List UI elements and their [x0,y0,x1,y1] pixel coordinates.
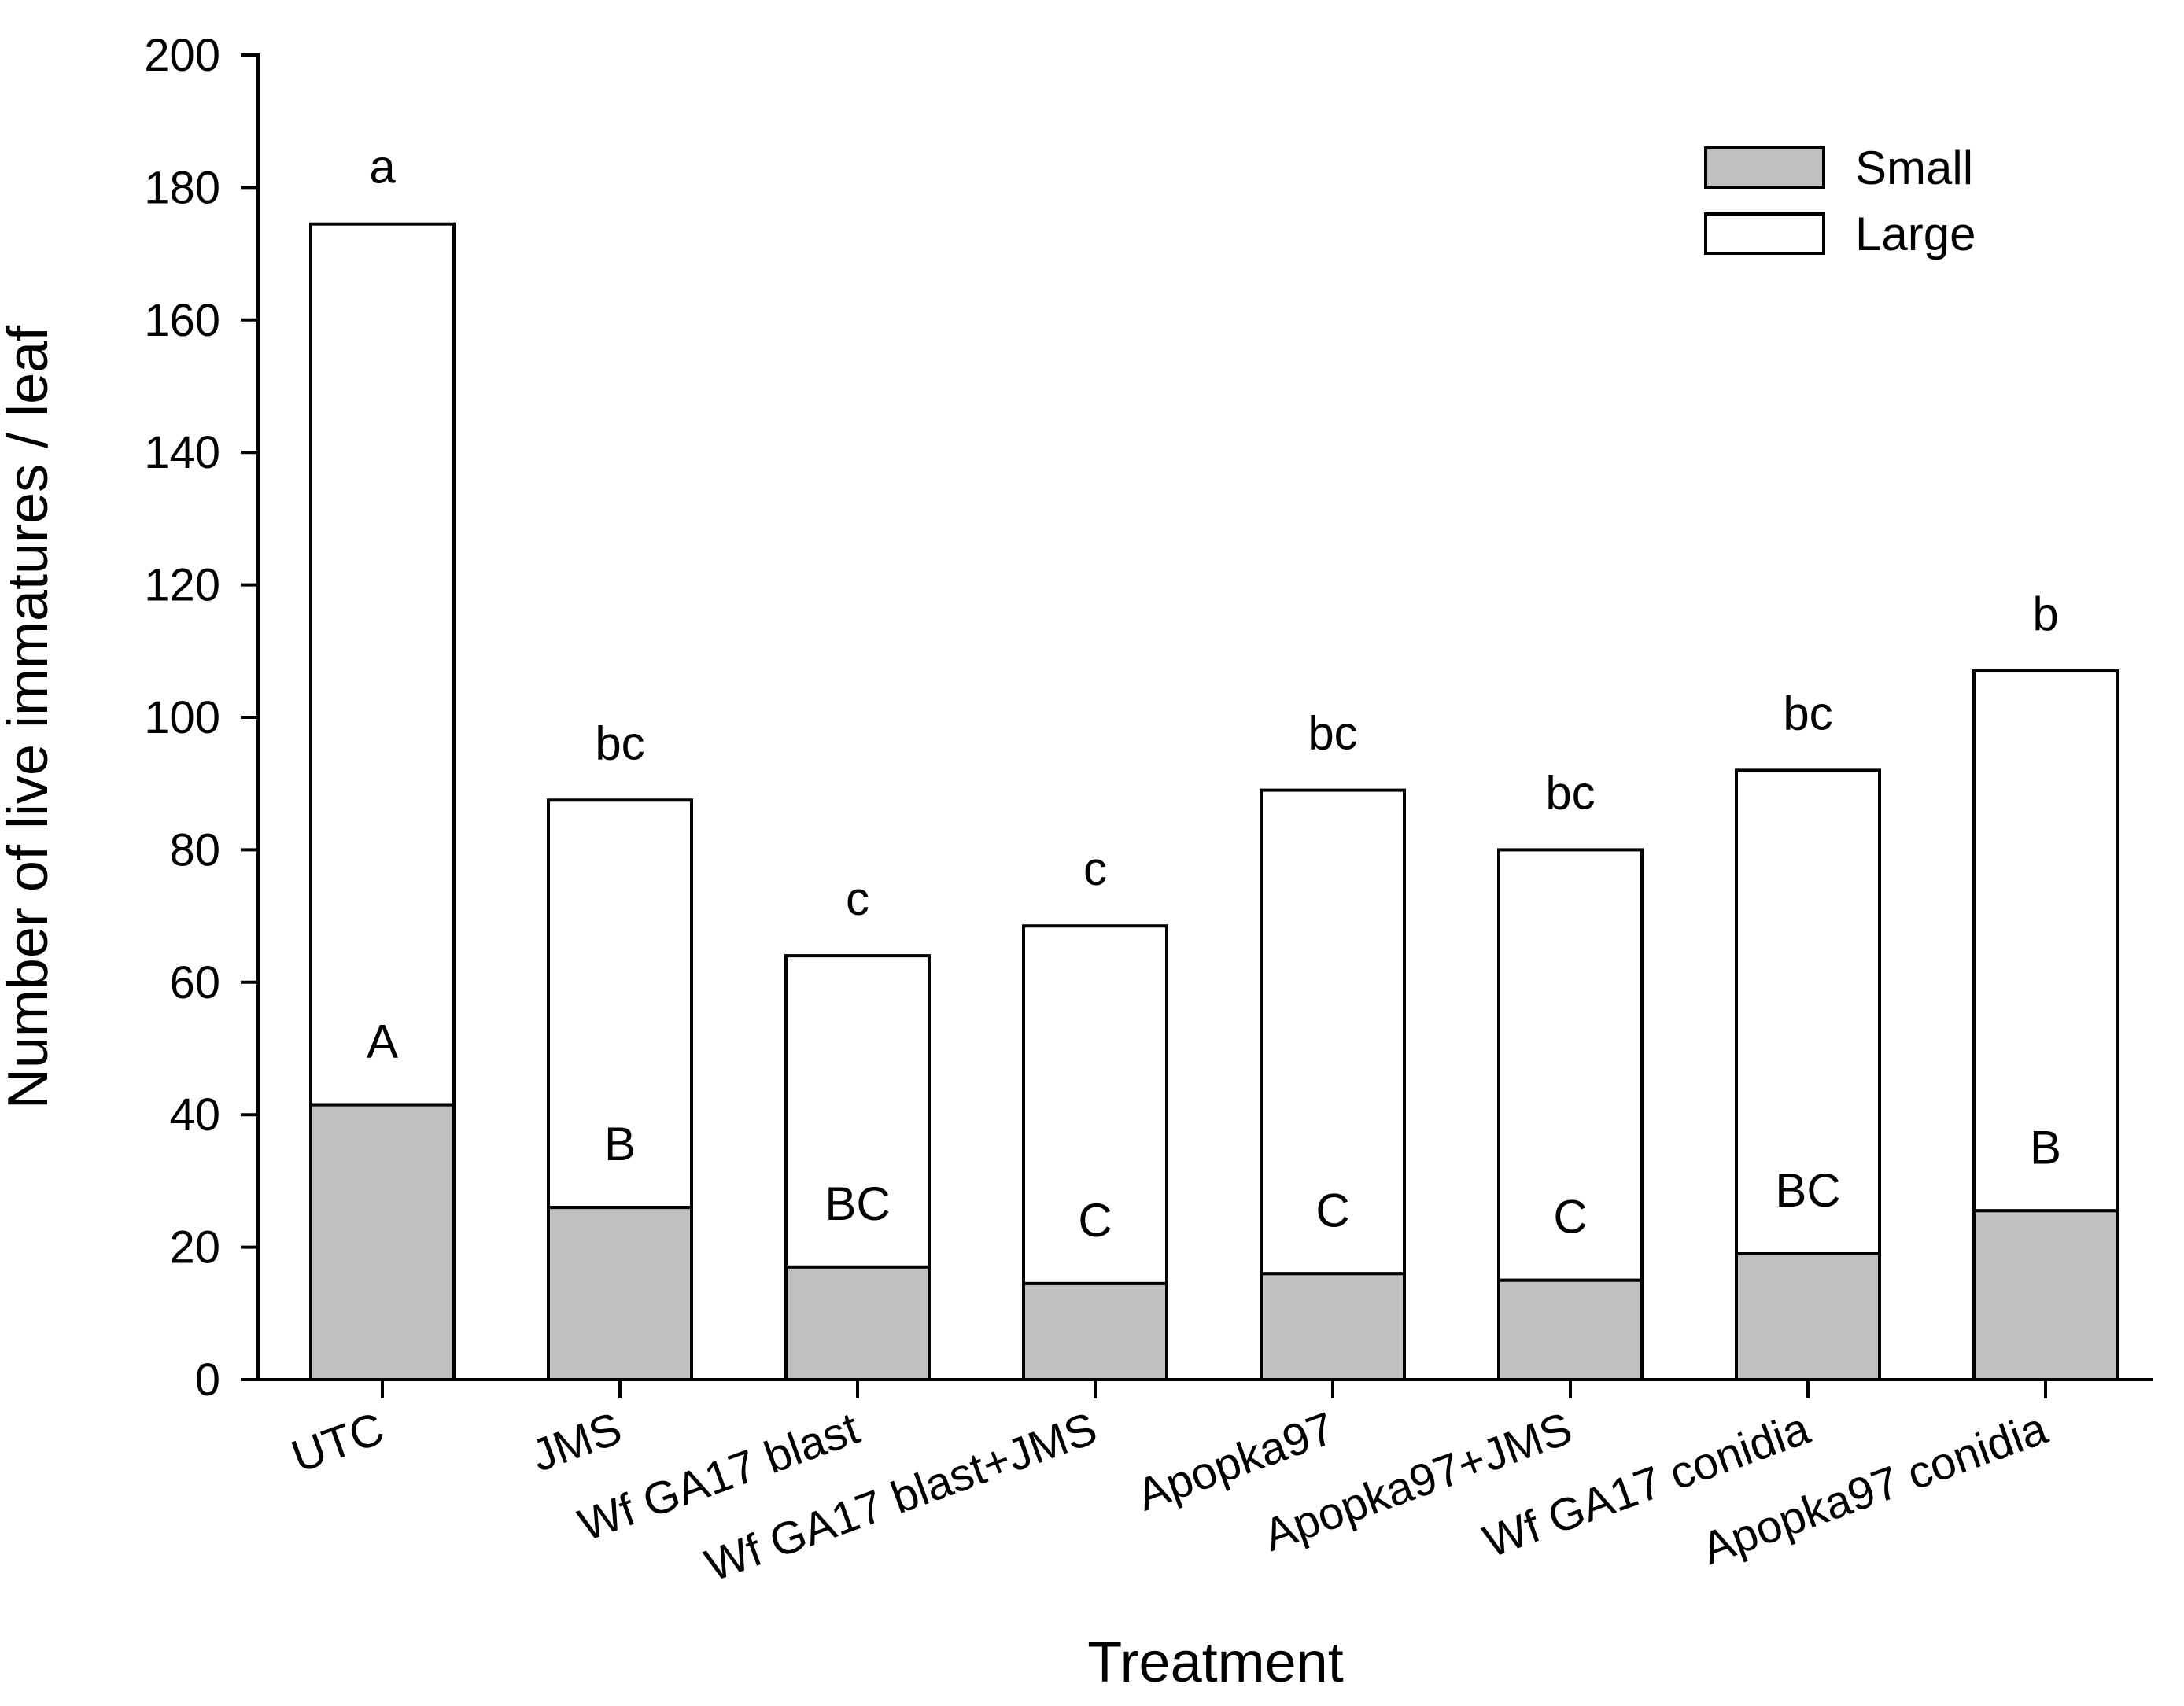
y-tick-label: 100 [144,692,220,743]
y-tick-label: 40 [169,1089,220,1140]
letter-total-1: a [369,141,396,193]
y-tick-label: 160 [144,295,220,346]
letter-small-8: B [2030,1121,2061,1174]
bar-large-3 [784,954,931,1269]
x-tick-label: Wf GA17 blast+JMS [699,1402,1103,1591]
bar-large-7 [1735,768,1881,1256]
bar-small-7 [1735,1252,1881,1382]
axes [241,53,2153,1398]
x-tick-label: JMS [525,1402,628,1482]
letter-total-6: bc [1545,766,1595,819]
bar-small-4 [1022,1281,1168,1382]
letter-small-2: B [604,1118,636,1170]
letter-small-7: BC [1775,1164,1840,1217]
y-tick-label: 20 [169,1222,220,1273]
letter-small-3: BC [825,1177,890,1230]
letter-small-1: A [367,1015,398,1068]
letter-total-5: bc [1308,707,1357,760]
bar-large-1 [309,222,456,1107]
bar-small-1 [309,1103,456,1381]
letter-total-8: b [2032,588,2058,640]
y-tick-label: 140 [144,427,220,478]
letter-total-2: bc [595,717,644,769]
letter-small-6: C [1553,1191,1587,1244]
x-tick-label: UTC [285,1402,390,1483]
bar-small-2 [547,1206,693,1381]
letter-total-4: c [1083,842,1107,895]
legend-label-large: Large [1855,208,1976,260]
bar-small-8 [1972,1209,2119,1382]
legend-label-small: Small [1855,142,1973,194]
y-axis-title: Number of live immatures / leaf [0,325,60,1109]
bars [309,222,2119,1382]
y-tick-label: 80 [169,824,220,875]
bar-large-2 [547,798,693,1210]
legend-swatch-small [1704,146,1825,189]
letter-total-7: bc [1783,687,1832,739]
x-axis-title: Treatment [1087,1631,1343,1694]
letter-small-4: C [1078,1194,1112,1247]
y-tick-label: 180 [144,162,220,213]
bar-small-6 [1497,1278,1644,1381]
y-tick-label: 60 [169,957,220,1008]
letter-total-3: c [846,872,869,925]
bar-large-5 [1260,788,1406,1276]
y-tick-label: 120 [144,560,220,611]
legend-swatch-large [1704,212,1825,255]
letter-small-5: C [1315,1184,1349,1236]
y-tick-label: 0 [195,1354,220,1406]
bar-small-5 [1260,1272,1406,1382]
legend: Small Large [1704,142,1976,260]
bar-large-4 [1022,924,1168,1285]
bar-small-3 [784,1265,931,1381]
y-tick-label: 200 [144,30,220,81]
